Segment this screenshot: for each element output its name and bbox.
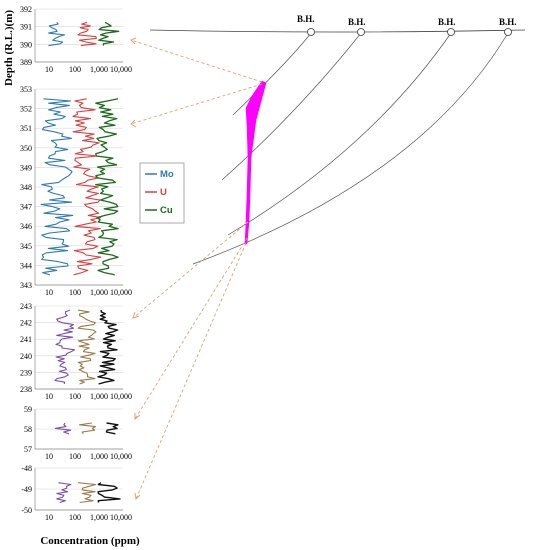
y-tick-label: 343: [20, 281, 32, 290]
legend-cu-label: Cu: [160, 205, 173, 216]
panel-traces: [40, 98, 119, 276]
y-tick-label: 344: [20, 261, 32, 270]
y-tick-label: 391: [20, 23, 32, 32]
x-tick-label: 10,000: [110, 65, 132, 74]
borehole-label-3: B.H.: [438, 17, 456, 27]
arrowhead-2: [130, 119, 137, 128]
x-tick-label: 10,000: [110, 452, 132, 461]
x-axis-label: Concentration (ppm): [40, 535, 140, 547]
y-tick-label: 348: [20, 183, 32, 192]
y-tick-label: 59: [24, 405, 32, 414]
panel-traces: [48, 21, 120, 47]
x-tick-label: 1,000: [90, 288, 108, 297]
borehole-trace-2: [221, 32, 362, 181]
borehole-collar-4: [504, 28, 512, 36]
arrow-panel-5: [135, 242, 247, 500]
y-tick-label: 57: [24, 445, 32, 454]
y-tick-label: -50: [21, 506, 32, 515]
arrow-panel-3: [132, 221, 249, 319]
legend-box: [139, 162, 185, 224]
x-tick-label: 1,000: [90, 452, 108, 461]
x-tick-label: 100: [69, 288, 81, 297]
y-tick-label: 351: [20, 124, 32, 133]
y-tick-label: 241: [20, 335, 32, 344]
borehole-trace-1: [232, 32, 312, 116]
y-tick-label: 349: [20, 163, 32, 172]
panel-traces: [54, 309, 119, 385]
x-tick-label: 10: [45, 392, 53, 401]
x-tick-label: 100: [69, 392, 81, 401]
y-tick-label: 347: [20, 203, 32, 212]
x-tick-label: 100: [69, 513, 81, 522]
panel-1: 389 390 391 392 10 100 1,000 10,000: [20, 5, 132, 74]
borehole-trace-3: [227, 32, 452, 236]
y-tick-label: -49: [21, 485, 32, 494]
y-tick-label: 345: [20, 242, 32, 251]
y-tick-label: 353: [20, 85, 32, 94]
panel-4: 57 58 59 10 100 1,000 10,000: [24, 405, 132, 461]
arrow-panel-2: [130, 83, 263, 125]
y-tick-label: 240: [20, 352, 32, 361]
y-axis-label: Depth (R.L.)(m): [3, 10, 15, 86]
x-tick-label: 1,000: [90, 65, 108, 74]
borehole-collar-3: [447, 28, 455, 36]
legend-mo-label: Mo: [160, 169, 174, 180]
x-tick-label: 10: [45, 513, 53, 522]
y-tick-label: 346: [20, 222, 32, 231]
y-tick-label: 242: [20, 319, 32, 328]
borehole-label-2: B.H.: [348, 17, 366, 27]
x-tick-label: 10: [45, 288, 53, 297]
panel-2: 343 344 345 346 347 348 349 350 351 352 353 10 100 1,…: [20, 85, 132, 297]
y-tick-label: 392: [20, 5, 32, 14]
y-tick-label: 350: [20, 144, 32, 153]
borehole-collar-1: [307, 28, 315, 36]
x-tick-label: 10: [45, 452, 53, 461]
panel-traces: [56, 482, 121, 504]
arrow-panel-4: [134, 237, 248, 420]
y-tick-label: -48: [21, 464, 32, 473]
arrow-panel-1: [130, 39, 263, 83]
x-tick-label: 10,000: [110, 392, 132, 401]
arrowhead-3: [132, 311, 140, 319]
borehole-label-1: B.H.: [297, 14, 315, 24]
arrow-heads: [130, 37, 141, 501]
y-tick-label: 390: [20, 40, 32, 49]
y-tick-label: 239: [20, 368, 32, 377]
y-tick-label: 389: [20, 58, 32, 67]
panel-3: 238 239 240 241 242 243 10 100 1,000 10,000: [20, 302, 132, 401]
arrowhead-5: [134, 492, 141, 501]
borehole-label-4: B.H.: [499, 17, 517, 27]
x-tick-label: 1,000: [90, 513, 108, 522]
panel-5: -50 -49 -48 10 100 1,000 10,000: [21, 464, 132, 522]
x-tick-label: 10: [45, 65, 53, 74]
y-tick-label: 243: [20, 302, 32, 311]
cross-section: B.H. B.H. B.H. B.H.: [149, 14, 526, 265]
borehole-trace-4: [192, 32, 509, 265]
arrowhead-4: [134, 413, 141, 421]
y-tick-label: 238: [20, 385, 32, 394]
x-tick-label: 100: [69, 452, 81, 461]
borehole-collar-2: [357, 28, 365, 36]
ground-surface-line: [149, 29, 526, 33]
y-tick-label: 352: [20, 105, 32, 114]
ore-zone: [244, 80, 267, 245]
y-tick-label: 58: [24, 425, 32, 434]
connector-arrows: [130, 39, 263, 500]
legend: Mo U Cu: [139, 162, 185, 224]
panel-traces: [54, 422, 119, 435]
x-tick-label: 10,000: [110, 288, 132, 297]
x-tick-label: 1,000: [90, 392, 108, 401]
arrowhead-1: [130, 37, 137, 45]
x-tick-label: 100: [69, 65, 81, 74]
legend-u-label: U: [160, 187, 167, 198]
x-tick-label: 10,000: [110, 513, 132, 522]
